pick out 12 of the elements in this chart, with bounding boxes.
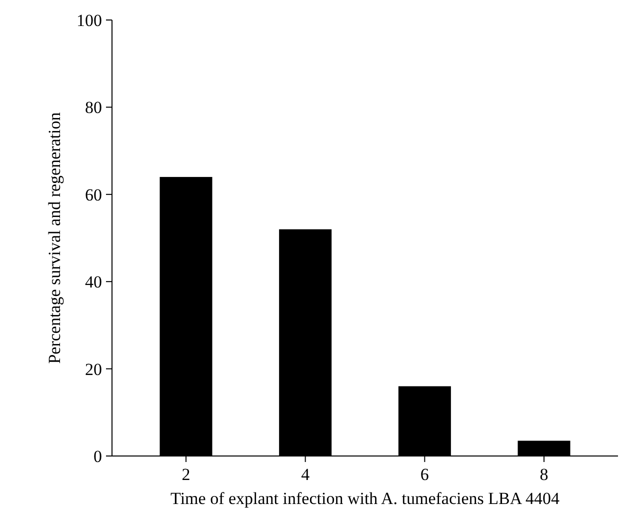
x-tick-label: 2 bbox=[182, 465, 190, 484]
y-tick-label: 0 bbox=[94, 446, 102, 466]
y-tick-label: 80 bbox=[85, 98, 102, 118]
x-tick-label: 8 bbox=[540, 465, 548, 484]
y-tick-label: 40 bbox=[85, 272, 102, 292]
y-tick-label: 20 bbox=[85, 360, 102, 379]
x-axis-title: Time of explant infection with A. tumefaciens LBA 4404 bbox=[170, 489, 560, 508]
y-tick-label: 60 bbox=[85, 185, 102, 204]
y-axis-title: Percentage survival and regeneration bbox=[45, 112, 64, 364]
x-tick-label: 6 bbox=[420, 465, 429, 484]
x-tick-label: 4 bbox=[301, 465, 310, 484]
y-tick-label: 100 bbox=[76, 10, 102, 30]
